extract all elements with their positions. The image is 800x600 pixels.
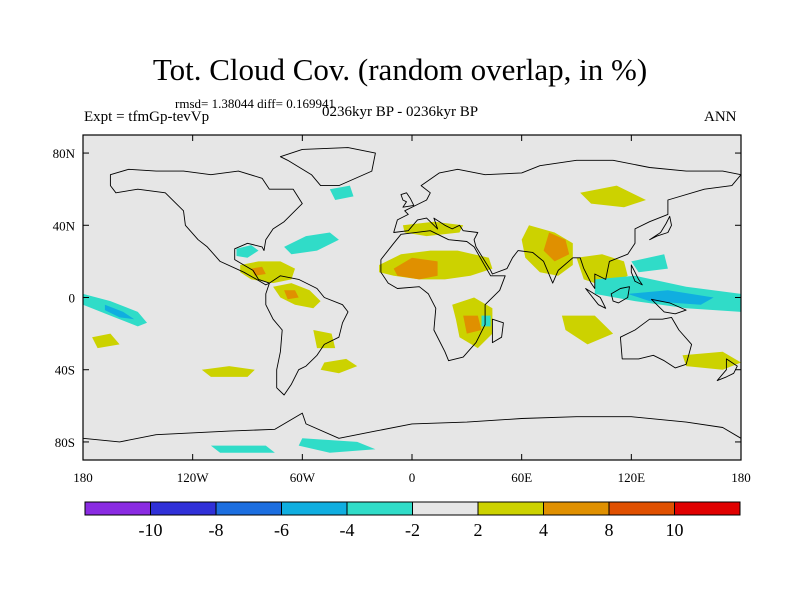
coastline-japan bbox=[649, 215, 672, 241]
colorbar-label: 4 bbox=[539, 520, 548, 540]
anomaly-sahel-strong bbox=[393, 257, 438, 280]
colorbar-label: 10 bbox=[666, 520, 684, 540]
anomaly-south-pacific-positive bbox=[201, 366, 255, 377]
coastline-layer bbox=[83, 147, 741, 443]
x-tick-label: 60W bbox=[290, 470, 316, 485]
coastline-australia bbox=[619, 316, 693, 369]
colorbar-label: -6 bbox=[274, 520, 289, 540]
colorbar-swatch bbox=[150, 501, 217, 516]
colorbar-swatch bbox=[346, 501, 413, 516]
anomaly-western-pacific-dark bbox=[627, 290, 714, 305]
anomaly-indian-ocean-positive bbox=[561, 315, 614, 345]
anomaly-southern-ocean-negative bbox=[210, 445, 275, 453]
anomaly-philippines-negative bbox=[631, 254, 668, 273]
colorbar-swatch bbox=[674, 501, 741, 516]
anomaly-madagascar-negative bbox=[481, 315, 491, 327]
anomaly-north-pacific-negative bbox=[329, 185, 354, 200]
y-tick-label: 40N bbox=[53, 218, 76, 233]
y-tick-label: 40S bbox=[55, 363, 75, 378]
y-tick-label: 80S bbox=[55, 435, 75, 450]
anomaly-north-atlantic-negative bbox=[284, 232, 339, 255]
coastline-new-guinea bbox=[650, 298, 687, 315]
coastline-new-zealand bbox=[716, 358, 738, 382]
coastline-uk bbox=[400, 192, 415, 208]
coastline-africa bbox=[380, 230, 506, 362]
colorbar-swatch bbox=[477, 501, 544, 516]
anomaly-amazon-strong bbox=[284, 290, 299, 300]
anomaly-antarctic-atlantic-negative bbox=[298, 438, 376, 453]
season-label: ANN bbox=[704, 109, 737, 125]
anomaly-subtropical-atlantic-south-positive bbox=[313, 330, 336, 349]
x-tick-label: 120E bbox=[618, 470, 646, 485]
anomaly-india-strong bbox=[543, 232, 570, 262]
colorbar-swatch bbox=[543, 501, 610, 516]
coastline-borneo bbox=[610, 286, 630, 304]
colorbar-swatch bbox=[412, 501, 479, 516]
axis-ticks: 180 120W 60W 0 60E 120E 180 80N 40N 0 40S 80S bbox=[53, 135, 751, 485]
colorbar-label: 8 bbox=[605, 520, 614, 540]
colorbar-swatch bbox=[281, 501, 348, 516]
anomaly-equatorial-pacific-east-positive bbox=[92, 333, 120, 349]
y-tick-label: 0 bbox=[69, 291, 76, 306]
colorbar-label: 2 bbox=[474, 520, 483, 540]
y-tick-label: 80N bbox=[53, 146, 76, 161]
anomaly-east-asia-positive bbox=[580, 185, 646, 208]
coastline-madagascar bbox=[491, 318, 504, 344]
coastline-eurasia bbox=[393, 159, 741, 289]
x-tick-label: 0 bbox=[409, 470, 416, 485]
statistics-label: rmsd= 1.38044 diff= 0.169941 bbox=[175, 96, 335, 111]
anomaly-east-africa-strong bbox=[463, 315, 482, 334]
x-tick-label: 180 bbox=[731, 470, 751, 485]
colorbar-label: -8 bbox=[209, 520, 224, 540]
coastline-philippines bbox=[630, 264, 643, 286]
coastline-south-america bbox=[265, 275, 349, 396]
colorbar: -10 -8 -6 -4 -2 2 4 8 10 bbox=[84, 501, 741, 540]
experiment-label: Expt = tfmGp-tevVp bbox=[84, 109, 210, 125]
chart-title: Tot. Cloud Cov. (random overlap, in %) bbox=[152, 52, 648, 87]
coastline-greenland bbox=[279, 147, 376, 187]
colorbar-swatch bbox=[608, 501, 675, 516]
anomaly-layer bbox=[83, 185, 741, 453]
coastline-indonesia-sumatra bbox=[585, 288, 607, 309]
x-tick-label: 180 bbox=[73, 470, 93, 485]
anomaly-central-pacific-dark-negative bbox=[104, 304, 135, 320]
coastline-antarctica bbox=[83, 412, 741, 443]
anomaly-gulf-of-mexico-negative bbox=[236, 245, 259, 258]
anomaly-south-atlantic-positive bbox=[320, 358, 358, 374]
colorbar-swatch bbox=[215, 501, 282, 516]
x-tick-label: 120W bbox=[177, 470, 210, 485]
coastline-north-america bbox=[109, 168, 303, 286]
colorbar-label: -4 bbox=[340, 520, 355, 540]
colorbar-swatch bbox=[84, 501, 151, 516]
period-label: 0236kyr BP - 0236kyr BP bbox=[322, 104, 479, 120]
colorbar-label: -10 bbox=[139, 520, 163, 540]
x-tick-label: 60E bbox=[511, 470, 532, 485]
colorbar-label: -2 bbox=[405, 520, 420, 540]
